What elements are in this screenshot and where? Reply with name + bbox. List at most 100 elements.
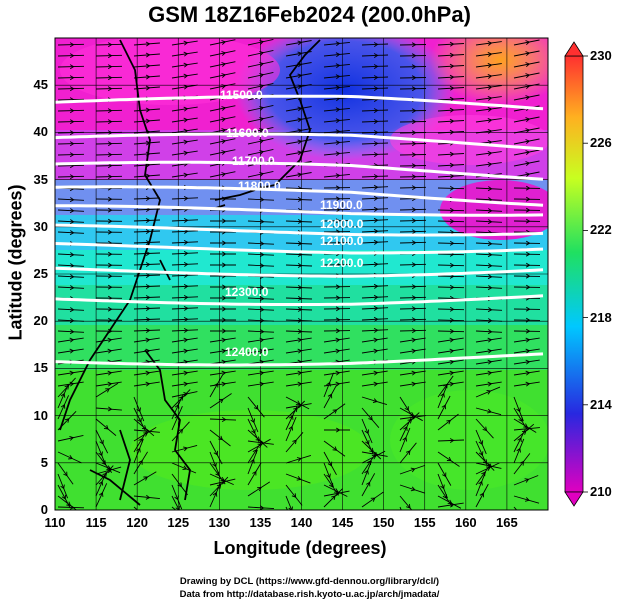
streamline-arrowhead [107, 262, 113, 268]
streamline-arrowhead [449, 207, 455, 213]
streamline [399, 186, 427, 189]
streamline [323, 173, 350, 178]
streamline [57, 286, 85, 289]
streamline-arrowhead [177, 482, 182, 488]
streamline-arrowhead [373, 370, 379, 376]
streamline-arrowhead [221, 359, 227, 365]
streamline [171, 62, 198, 68]
x-tick-label: 135 [249, 515, 272, 530]
streamline-arrowhead [440, 484, 445, 490]
streamline-arrowhead [335, 74, 341, 80]
streamline [57, 65, 85, 68]
streamline-arrowhead [221, 295, 227, 301]
streamline [475, 74, 502, 79]
streamline-arrowhead [442, 472, 447, 478]
streamline [437, 264, 465, 267]
streamline-arrowhead [69, 108, 75, 114]
streamline-arrowhead [69, 329, 75, 335]
streamline [57, 462, 74, 485]
streamline-arrowhead [525, 128, 531, 134]
streamline-arrowhead [487, 241, 493, 247]
streamline-arrowhead [335, 118, 341, 124]
streamline [247, 220, 275, 223]
streamline-arrowhead [331, 495, 336, 501]
streamline-arrowhead [137, 417, 142, 423]
streamline-arrowhead [326, 473, 331, 479]
contour-label: 11900.0 [320, 197, 363, 212]
streamline-arrowhead [411, 328, 417, 334]
streamline [437, 413, 459, 431]
streamline-arrowhead [221, 51, 227, 56]
streamline [133, 471, 157, 486]
streamline-arrowhead [250, 458, 255, 464]
streamline [285, 286, 313, 289]
streamline [475, 187, 503, 190]
streamline-arrowhead [221, 381, 227, 387]
streamline-arrowhead [373, 217, 379, 223]
streamline [171, 73, 198, 79]
contour-label: 12400.0 [225, 344, 269, 359]
streamline-arrowhead [107, 108, 113, 114]
streamline-arrowhead [69, 53, 75, 59]
streamline [323, 41, 350, 46]
streamline [285, 242, 313, 245]
streamline [361, 473, 376, 497]
streamline-arrowhead [69, 285, 75, 291]
streamline [171, 252, 199, 255]
streamline-arrowhead [449, 240, 455, 246]
streamline [57, 395, 70, 420]
height-contours [55, 94, 544, 367]
streamline-arrowhead [373, 86, 379, 91]
streamline-arrowhead [405, 450, 411, 455]
streamline-arrowhead [335, 370, 341, 376]
streamline-arrowhead [69, 75, 75, 81]
streamline-arrowhead [69, 230, 75, 236]
streamline [57, 308, 85, 311]
streamline-arrowhead [525, 150, 531, 156]
streamline [437, 383, 449, 409]
streamline [437, 220, 465, 223]
streamline [209, 451, 221, 477]
contour-line [55, 204, 544, 217]
streamline-arrowhead [449, 262, 455, 268]
streamline-arrowhead [525, 370, 531, 376]
streamline [133, 108, 160, 112]
streamline-arrowhead [411, 163, 417, 169]
colorbar-tick-label: 230 [590, 48, 612, 63]
streamline-arrowhead [69, 370, 75, 376]
streamline-arrowhead [373, 195, 379, 201]
streamline-arrowhead [373, 152, 379, 157]
streamline-arrowhead [516, 407, 521, 413]
streamline [475, 386, 501, 398]
streamline-arrowhead [487, 150, 493, 156]
streamline-arrowhead [259, 318, 265, 323]
streamline-arrowhead [288, 425, 294, 431]
streamline-arrowhead [221, 40, 227, 45]
streamline [399, 381, 426, 387]
streamline [437, 330, 465, 333]
streamline-arrowhead [373, 261, 379, 267]
streamline-arrowhead [335, 196, 341, 202]
streamline [285, 484, 303, 506]
streamline [285, 106, 312, 112]
streamline [171, 381, 198, 387]
streamline-arrowhead [525, 51, 531, 57]
streamline-arrowhead [335, 306, 341, 312]
streamline-arrowhead [487, 359, 493, 365]
streamline [285, 330, 313, 333]
streamline-arrowhead [442, 494, 447, 499]
streamline [437, 286, 465, 289]
streamline-arrowhead [487, 348, 493, 354]
streamline-arrowhead [296, 457, 302, 462]
streamline-arrowhead [525, 207, 531, 213]
plot-frame [54, 37, 549, 511]
x-tick-label: 110 [44, 515, 66, 530]
streamline [133, 64, 160, 68]
streamline-arrowhead [487, 219, 493, 225]
streamline-arrowhead [373, 294, 379, 300]
streamline-arrowhead [291, 493, 297, 498]
streamline [475, 162, 502, 167]
streamline [209, 61, 236, 68]
streamline [323, 488, 343, 508]
streamline-arrowhead [525, 337, 531, 343]
